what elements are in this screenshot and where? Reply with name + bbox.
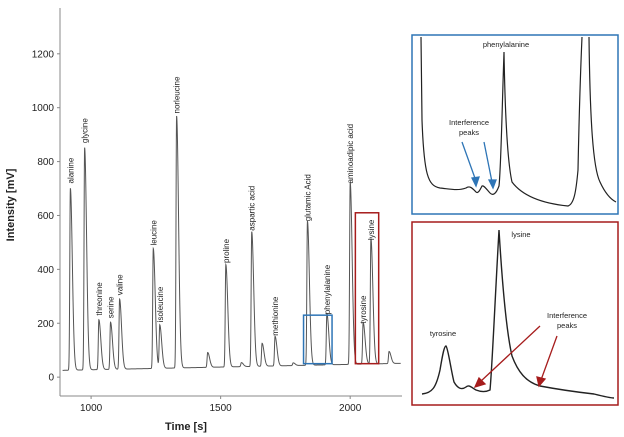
- zoom-red-arrows: [473, 325, 558, 389]
- zoom-red-arrowhead-1: [473, 376, 487, 389]
- zoom-blue-annotation-line2: peaks: [459, 128, 479, 137]
- zoom-red-peak-label-b: lysine: [511, 230, 530, 239]
- zoom-red-arrowhead-2: [536, 376, 547, 388]
- y-tick-label: 800: [37, 157, 54, 168]
- zoom-blue-arrow-2: [483, 141, 493, 183]
- x-tick-group: 1000 1500 2000: [80, 396, 362, 414]
- peak-label: valine: [116, 274, 125, 295]
- zoom-panel-blue-frame: [411, 34, 619, 215]
- y-axis: 0 200 400 600 800 1000 1200 Intensity [mV]: [5, 8, 61, 396]
- zoom-panel-blue: phenylalanine Interference peaks: [411, 34, 619, 215]
- x-axis: 1000 1500 2000 Time [s]: [60, 395, 402, 433]
- y-tick-label: 400: [37, 265, 54, 276]
- zoom-blue-arrow-1: [461, 141, 477, 182]
- peak-label: serine: [107, 296, 116, 318]
- x-tick-label: 1000: [80, 403, 103, 414]
- highlight-box: [354, 212, 380, 365]
- x-tick-label: 2000: [339, 403, 362, 414]
- zoom-red-annotation-line1: Interference: [547, 311, 587, 320]
- peak-label: leucine: [149, 220, 158, 246]
- peak-label: aminoadipic acid: [346, 124, 355, 184]
- x-tick-label: 1500: [210, 403, 233, 414]
- zoom-blue-peak-label: phenylalanine: [483, 40, 529, 49]
- peak-label: threonine: [95, 282, 104, 316]
- peak-label: norleucine: [173, 76, 182, 113]
- y-tick-label: 0: [48, 373, 54, 384]
- main-chart: 0 200 400 600 800 1000 1200 Intensity [mV] 100…: [5, 8, 402, 433]
- highlight-box-group: [302, 212, 380, 365]
- peak-label: lysine: [367, 219, 376, 240]
- peak-label: alanine: [66, 157, 75, 183]
- zoom-blue-trace: [420, 36, 617, 207]
- y-tick-label: 1000: [32, 103, 55, 114]
- peak-label: methionine: [271, 296, 280, 336]
- x-axis-label: Time [s]: [165, 421, 207, 433]
- zoom-red-trace: [421, 229, 615, 399]
- zoom-red-arrow-2: [540, 335, 558, 381]
- chromatogram-trace: [62, 115, 401, 371]
- zoom-red-peak-label-a: tyrosine: [430, 329, 456, 338]
- zoom-blue-annotation-line1: Interference: [449, 118, 489, 127]
- peak-label: isoleucine: [156, 286, 165, 322]
- peak-label: tyrosine: [359, 295, 368, 324]
- zoom-blue-arrowhead-1: [471, 176, 480, 188]
- zoom-panel-red: tyrosine lysine Interference peaks: [411, 221, 619, 406]
- zoom-red-arrow-1: [479, 325, 541, 383]
- zoom-blue-arrows: [461, 141, 497, 190]
- y-tick-group: 0 200 400 600 800 1000 1200: [32, 49, 60, 384]
- zoom-panel-red-frame: [411, 221, 619, 406]
- zoom-blue-arrowhead-2: [487, 179, 497, 190]
- peak-label: proline: [222, 238, 231, 263]
- y-axis-label: Intensity [mV]: [5, 168, 17, 241]
- peak-label: aspartic acid: [248, 186, 257, 231]
- y-tick-label: 200: [37, 319, 54, 330]
- peak-label: phenylalanine: [323, 264, 332, 314]
- y-tick-label: 1200: [32, 49, 55, 60]
- peak-label: glycine: [81, 118, 90, 143]
- highlight-box: [302, 314, 333, 365]
- zoom-red-annotation-line2: peaks: [557, 321, 577, 330]
- y-tick-label: 600: [37, 211, 54, 222]
- peak-label: glutamic Acid: [303, 174, 312, 221]
